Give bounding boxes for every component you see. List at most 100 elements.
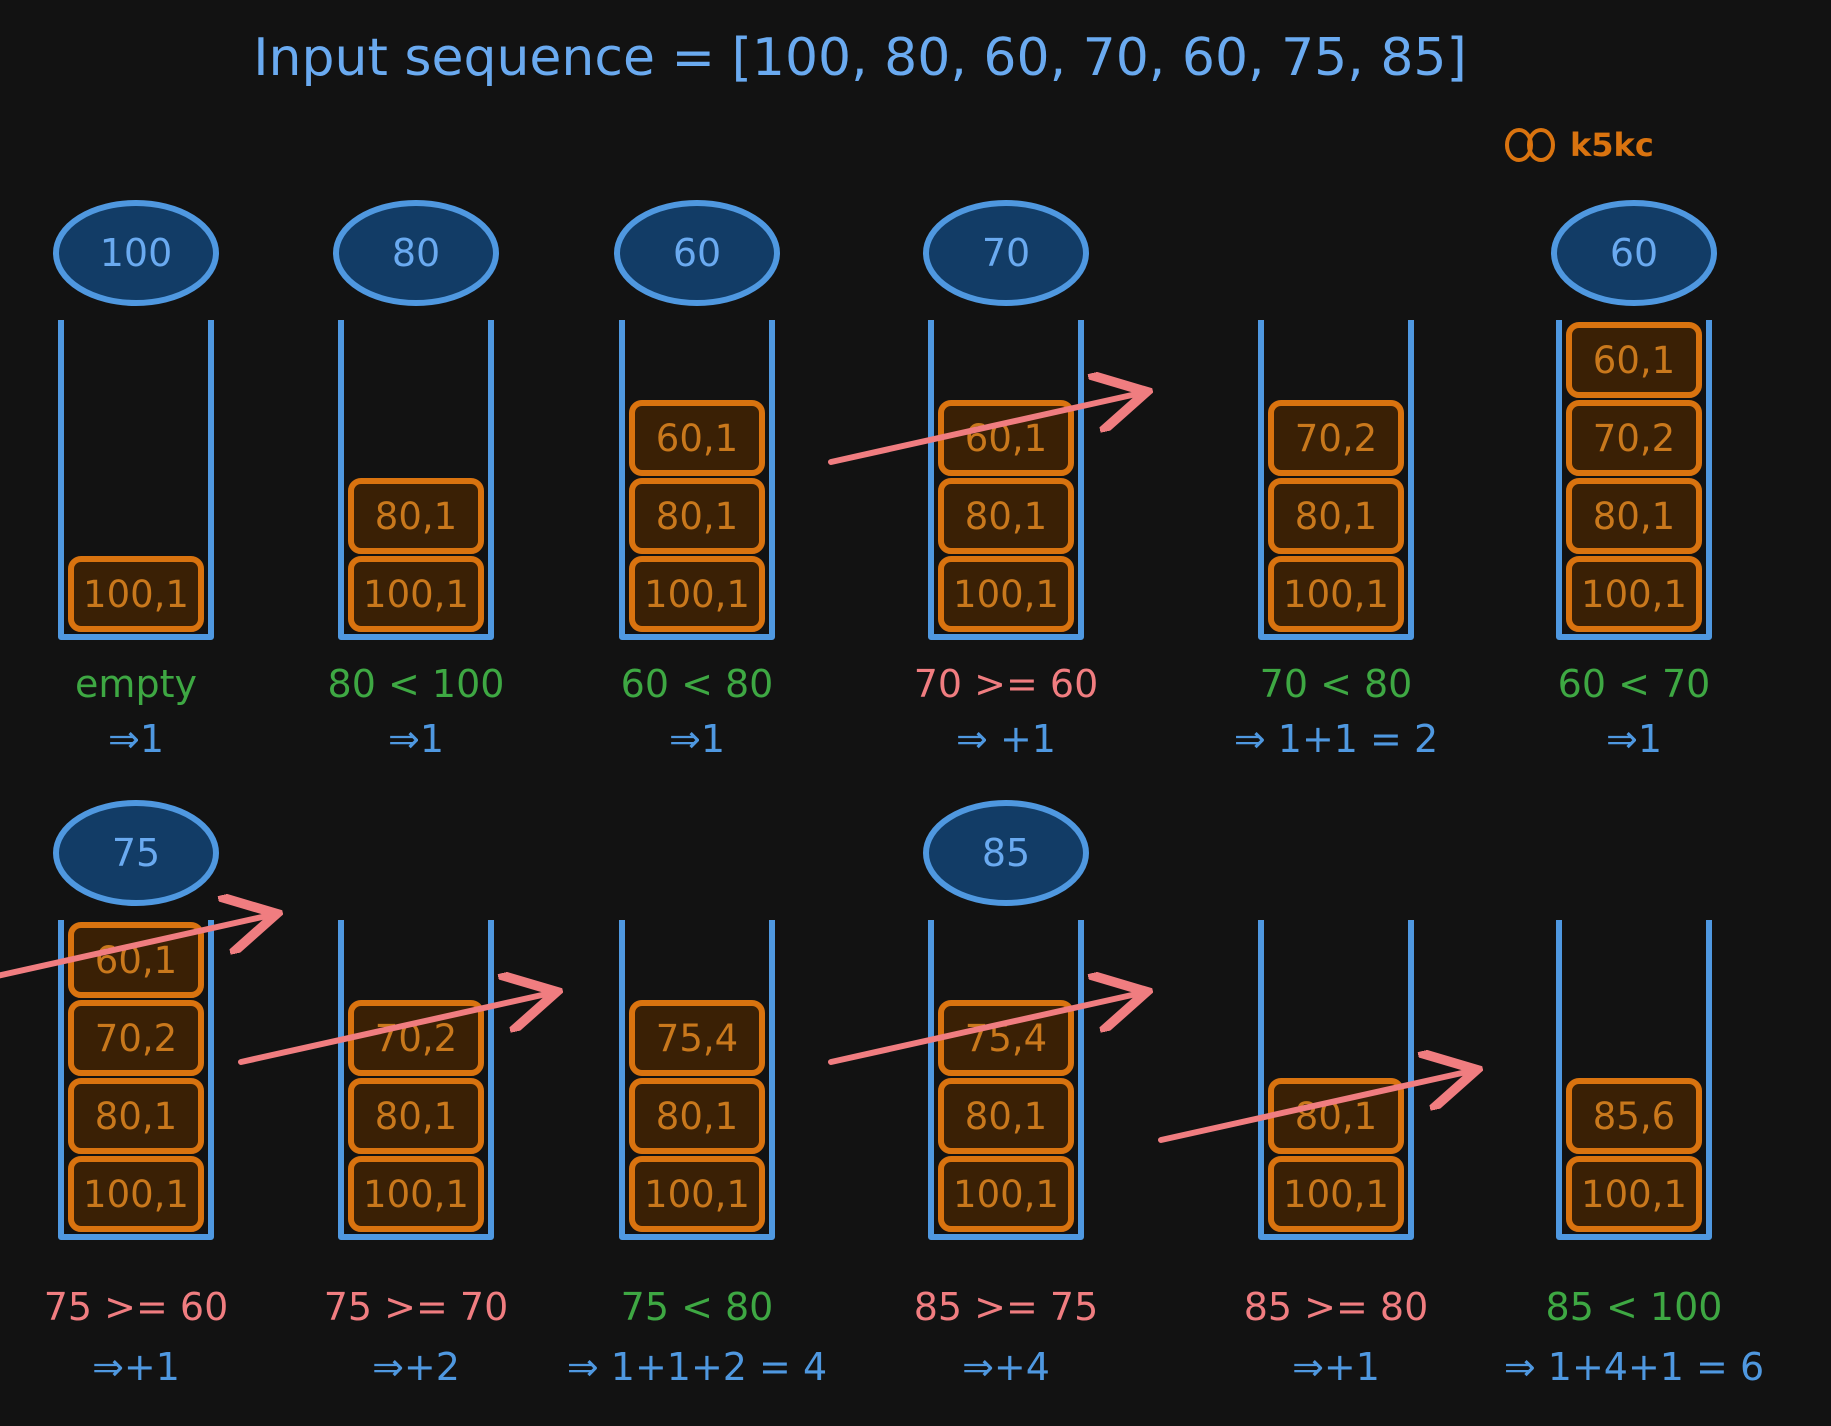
input-value-label: 85: [982, 831, 1030, 875]
stack-item-label: 100,1: [363, 1173, 469, 1216]
stack-container: [58, 920, 214, 1240]
panel: 80 100,1 80,1 80 < 100 ⇒1: [328, 200, 504, 761]
stack-item-box: [1566, 1156, 1702, 1232]
stack-item-label: 100,1: [1581, 1173, 1687, 1216]
stack-item-box: [1566, 556, 1702, 632]
stack-item-box: [1566, 1078, 1702, 1154]
span-result-label: ⇒+2: [372, 1345, 460, 1389]
stack-item: 80,1: [1566, 478, 1702, 554]
input-value-ellipse: [53, 800, 219, 906]
stack-item: 100,1: [629, 1156, 765, 1232]
condition-label: 75 < 80: [621, 1285, 774, 1329]
stack-item: 100,1: [1566, 556, 1702, 632]
stack-item: 80,1: [348, 478, 484, 554]
panel: 100,1 85,6 85 < 100 ⇒ 1+4+1 = 6: [1504, 920, 1764, 1389]
stack-item: 100,1: [938, 1156, 1074, 1232]
stack-item-box: [68, 1000, 204, 1076]
span-result-label: ⇒1: [669, 717, 725, 761]
stack-container: [338, 320, 494, 640]
stack-item-label: 80,1: [1295, 495, 1377, 538]
stack-item: 100,1: [68, 1156, 204, 1232]
stack-item-box: [68, 556, 204, 632]
condition-label: 70 >= 60: [914, 662, 1099, 706]
stack-item-label: 100,1: [1581, 573, 1687, 616]
panel: 60 100,1 80,1 70,2 60,1 60 < 70 ⇒1: [1551, 200, 1717, 761]
watermark-logo: k5kc: [1505, 126, 1654, 164]
stack-item-box: [1566, 400, 1702, 476]
stack-item: 75,4: [629, 1000, 765, 1076]
span-result-label: ⇒+4: [962, 1345, 1050, 1389]
stack-item-label: 100,1: [953, 573, 1059, 616]
stack-item-label: 70,2: [95, 1017, 177, 1060]
stack-item-box: [1268, 400, 1404, 476]
panel: 60 100,1 80,1 60,1 60 < 80 ⇒1: [614, 200, 780, 761]
condition-label: 60 < 70: [1558, 662, 1711, 706]
panel: 100,1 80,1 70,2 70 < 80 ⇒ 1+1 = 2: [1234, 320, 1438, 761]
pop-arrow-icon: [1158, 1071, 1471, 1143]
input-value-label: 70: [982, 231, 1030, 275]
pop-arrow-icon: [238, 993, 551, 1065]
condition-label: 75 >= 70: [324, 1285, 509, 1329]
input-value-label: 60: [1610, 231, 1658, 275]
stack-item-label: 60,1: [656, 417, 738, 460]
stack-item-label: 70,2: [1295, 417, 1377, 460]
span-result-label: ⇒+1: [1292, 1345, 1380, 1389]
span-result-label: ⇒ 1+1 = 2: [1234, 717, 1438, 761]
stack-item-label: 100,1: [644, 573, 750, 616]
stack-item-box: [938, 1156, 1074, 1232]
stack-item: 60,1: [629, 400, 765, 476]
input-value-label: 100: [100, 231, 173, 275]
stack-item-box: [629, 1156, 765, 1232]
stack-item-box: [629, 556, 765, 632]
stack-item: 80,1: [1268, 478, 1404, 554]
pop-arrow-icon: [0, 915, 271, 979]
stack-item-label: 80,1: [965, 495, 1047, 538]
stack-item-label: 80,1: [1593, 495, 1675, 538]
stack-item-box: [938, 556, 1074, 632]
stack-item: 100,1: [629, 556, 765, 632]
pop-arrow-icon: [828, 993, 1141, 1065]
span-result-label: ⇒1: [1606, 717, 1662, 761]
input-value-label: 80: [392, 231, 440, 275]
stack-container: [1556, 920, 1712, 1240]
stack-container: [58, 320, 214, 640]
stack-item: 80,1: [348, 1078, 484, 1154]
stack-item-label: 80,1: [656, 1095, 738, 1138]
stack-item-box: [68, 1156, 204, 1232]
input-value-label: 75: [112, 831, 160, 875]
stack-item-box: [1268, 1156, 1404, 1232]
stack-container: [1258, 920, 1414, 1240]
stack-item: 80,1: [629, 1078, 765, 1154]
watermark-text: k5kc: [1570, 126, 1654, 164]
condition-label: 85 >= 80: [1244, 1285, 1429, 1329]
input-value-ellipse: [923, 200, 1089, 306]
stack-item-label: 100,1: [83, 1173, 189, 1216]
infinity-logo-icon: [1505, 128, 1555, 162]
stack-item-box: [1566, 478, 1702, 554]
input-value-ellipse: [614, 200, 780, 306]
stack-item-box: [1268, 478, 1404, 554]
span-result-label: ⇒1: [108, 717, 164, 761]
stack-container: [1258, 320, 1414, 640]
panel: 100,180,185 >= 80⇒+1: [1158, 920, 1471, 1389]
stack-item-box: [1566, 322, 1702, 398]
condition-label: 60 < 80: [621, 662, 774, 706]
input-value-ellipse: [1551, 200, 1717, 306]
stack-container: [928, 320, 1084, 640]
stack-item: 100,1: [68, 556, 204, 632]
span-result-label: ⇒ 1+4+1 = 6: [1504, 1345, 1764, 1389]
stack-item-box: [68, 1078, 204, 1154]
input-value-ellipse: [53, 200, 219, 306]
stack-item-label: 80,1: [965, 1095, 1047, 1138]
stack-item-box: [938, 1078, 1074, 1154]
input-value-label: 60: [673, 231, 721, 275]
stack-container: [1556, 320, 1712, 640]
stack-item-label: 80,1: [375, 495, 457, 538]
stack-item-label: 70,2: [1593, 417, 1675, 460]
stack-item: 70,2: [1566, 400, 1702, 476]
stack-item-label: 85,6: [1593, 1095, 1675, 1138]
stack-item-label: 75,4: [656, 1017, 738, 1060]
